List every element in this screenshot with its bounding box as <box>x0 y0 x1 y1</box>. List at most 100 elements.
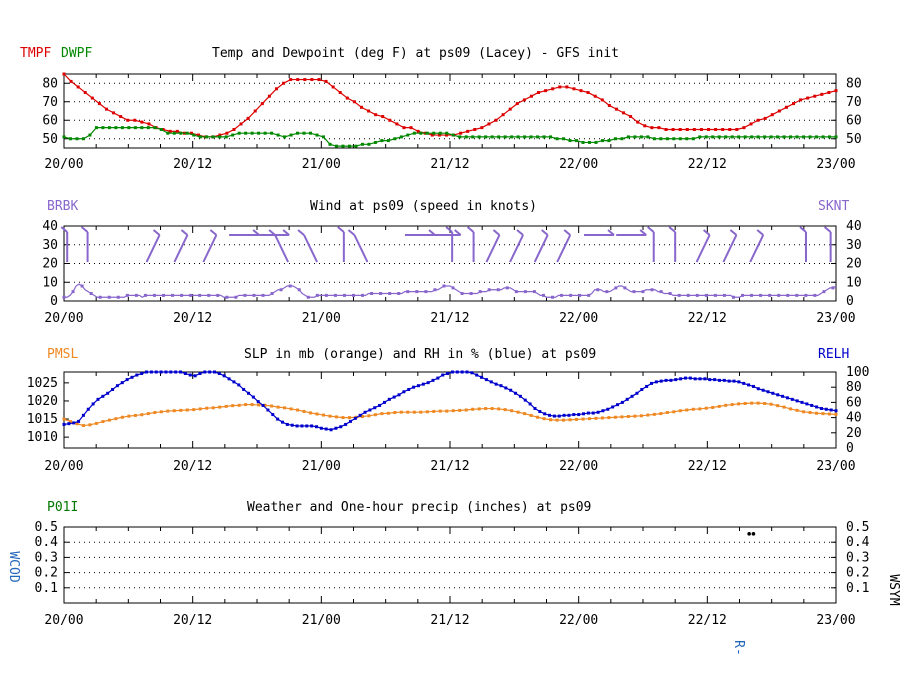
data-point-sknt <box>352 293 355 297</box>
data-point-sknt <box>397 292 401 295</box>
dwpf-label: DWPF <box>61 46 92 61</box>
data-point-dwpf <box>711 135 715 139</box>
x-tick-label: 21/00 <box>302 613 341 628</box>
data-point-dwpf <box>179 131 183 135</box>
data-point-pmsl <box>562 418 566 422</box>
data-point-sknt <box>777 293 781 297</box>
data-point-dwpf <box>321 135 325 139</box>
data-point-pmsl <box>568 418 572 422</box>
y-tick-label: 20 <box>42 257 58 272</box>
data-point-tmpf <box>381 115 385 119</box>
data-point-tmpf <box>636 120 640 124</box>
data-point-tmpf <box>395 122 399 126</box>
data-point-relh <box>810 403 814 407</box>
y-tick-label-right: 0 <box>846 441 854 456</box>
data-point-dwpf <box>652 137 656 141</box>
data-point-tmpf <box>586 91 590 94</box>
data-point-pmsl <box>776 404 780 408</box>
data-point-relh <box>591 411 595 415</box>
data-point-relh <box>751 384 755 388</box>
data-point-pmsl <box>639 414 643 418</box>
data-point-relh <box>523 398 527 402</box>
data-point-pmsl <box>600 416 604 420</box>
p01i-label: P01I <box>47 500 78 515</box>
data-point-relh <box>431 378 435 382</box>
data-point-tmpf <box>607 103 611 107</box>
data-point-relh <box>261 403 265 407</box>
data-point-tmpf <box>735 128 739 131</box>
data-point-tmpf <box>622 111 626 115</box>
data-point-relh <box>256 400 260 404</box>
y-tick-label: 0.1 <box>35 581 58 596</box>
data-point-pmsl <box>730 403 734 407</box>
data-point-tmpf <box>664 128 668 131</box>
precip-point <box>747 532 751 536</box>
data-point-relh <box>494 382 498 386</box>
data-point-relh <box>824 407 828 411</box>
data-point-relh <box>363 410 367 414</box>
data-point-dwpf <box>581 140 585 144</box>
data-point-pmsl <box>321 413 325 417</box>
data-point-relh <box>611 405 615 409</box>
wind-barb-feather <box>466 226 475 233</box>
data-point-relh <box>480 375 484 379</box>
data-point-sknt <box>578 293 582 297</box>
data-point-relh <box>548 413 552 417</box>
wind-barb-feather <box>80 226 89 233</box>
data-point-relh <box>421 382 425 386</box>
data-point-sknt <box>596 288 600 292</box>
data-point-pmsl <box>373 413 377 417</box>
data-point-sknt <box>650 288 654 292</box>
data-point-pmsl <box>763 401 767 405</box>
data-point-tmpf <box>168 129 172 133</box>
data-point-dwpf <box>166 131 170 135</box>
data-point-sknt <box>189 293 193 297</box>
data-point-dwpf <box>685 137 689 141</box>
data-point-relh <box>183 372 187 376</box>
data-point-dwpf <box>613 137 617 141</box>
data-point-pmsl <box>140 413 144 417</box>
data-point-relh <box>693 377 697 381</box>
wind-barb-feather <box>152 229 161 236</box>
data-point-relh <box>567 413 571 417</box>
data-point-tmpf <box>274 87 278 91</box>
data-point-relh <box>572 413 576 417</box>
data-point-relh <box>232 380 236 384</box>
data-point-pmsl <box>133 413 137 417</box>
data-point-tmpf <box>359 105 363 109</box>
wind-barb-feather <box>445 226 453 233</box>
data-point-relh <box>77 419 81 423</box>
data-point-relh <box>630 394 634 398</box>
data-point-relh <box>120 381 124 385</box>
data-point-pmsl <box>698 407 702 411</box>
data-point-relh <box>159 370 163 374</box>
y-tick-label: 0.2 <box>35 566 58 581</box>
data-point-tmpf <box>367 109 371 113</box>
data-point-relh <box>174 370 178 374</box>
data-point-relh <box>790 397 794 401</box>
y-tick-label: 70 <box>42 95 58 110</box>
data-point-dwpf <box>828 135 832 139</box>
data-point-pmsl <box>257 403 261 407</box>
data-point-dwpf <box>399 135 403 139</box>
data-point-pmsl <box>367 414 371 418</box>
data-point-sknt <box>225 295 229 299</box>
data-point-tmpf <box>466 129 470 133</box>
data-point-pmsl <box>425 410 429 414</box>
wind-barb-feather <box>563 229 571 236</box>
data-point-dwpf <box>101 126 105 130</box>
data-point-pmsl <box>283 406 287 410</box>
data-point-sknt <box>451 286 455 290</box>
data-point-relh <box>771 391 775 395</box>
data-point-pmsl <box>218 405 222 409</box>
data-point-pmsl <box>250 403 254 407</box>
data-point-relh <box>640 387 644 391</box>
data-point-relh <box>402 390 406 394</box>
data-point-sknt <box>541 293 545 297</box>
data-point-pmsl <box>289 407 293 411</box>
data-point-relh <box>582 412 586 416</box>
data-point-pmsl <box>81 424 85 428</box>
data-point-tmpf <box>430 133 434 137</box>
data-point-sknt <box>216 293 220 297</box>
data-point-dwpf <box>458 135 462 139</box>
